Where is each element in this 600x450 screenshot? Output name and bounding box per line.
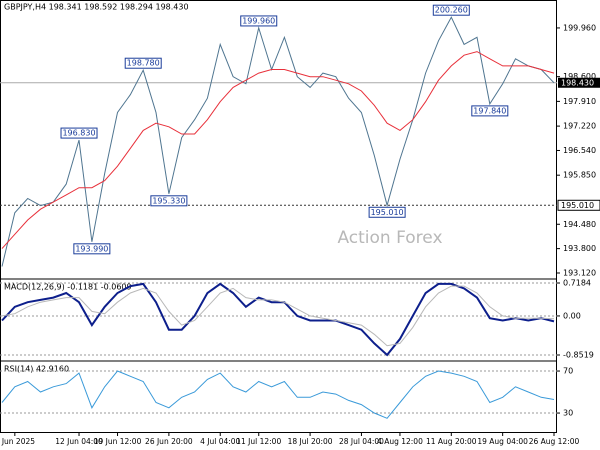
y-tick-label: 0.00 xyxy=(563,311,581,320)
x-tick-label: 19 Aug 04:00 xyxy=(477,437,528,446)
y-tick-label: 195.850 xyxy=(563,171,596,180)
price-label-box xyxy=(60,127,98,139)
y-tick-label: 197.220 xyxy=(563,122,596,131)
series-line xyxy=(1,282,555,357)
series-line xyxy=(1,285,555,347)
price-label-box xyxy=(73,243,111,255)
price-label: 195.010 xyxy=(371,208,404,217)
y-tick-label: 197.910 xyxy=(563,97,596,106)
level-label: 195.010 xyxy=(561,201,594,210)
x-tick-label: 4 Jul 04:00 xyxy=(200,437,240,446)
y-tick-label: 199.960 xyxy=(563,23,596,32)
y-tick-label: 196.540 xyxy=(563,146,596,155)
price-label-box xyxy=(124,57,162,69)
watermark: Action Forex xyxy=(337,228,442,248)
x-tick-label: 26 Jun 20:00 xyxy=(145,437,193,446)
x-tick-label: 19 Jun 12:00 xyxy=(94,437,142,446)
price-label-box xyxy=(368,206,406,218)
x-tick-label: 18 Jul 20:00 xyxy=(288,437,333,446)
y-tick-label: 193.120 xyxy=(563,268,596,277)
x-tick-label: 4 Aug 12:00 xyxy=(377,437,423,446)
series-line xyxy=(1,16,555,267)
price-label: 199.960 xyxy=(242,16,275,25)
price-label: 193.990 xyxy=(75,244,108,253)
y-tick-label: 0.7184 xyxy=(563,279,591,288)
y-tick-label: 198.600 xyxy=(563,72,596,81)
price-label-box xyxy=(471,105,509,117)
price-label: 195.330 xyxy=(152,196,185,205)
series-line xyxy=(1,51,555,249)
last-price-box xyxy=(558,77,600,88)
price-label: 198.780 xyxy=(127,59,160,68)
price-label: 200.260 xyxy=(435,6,468,15)
y-tick-label: 30 xyxy=(563,409,573,418)
x-tick-label: 12 Jun 04:00 xyxy=(55,437,103,446)
last-price-label: 198.430 xyxy=(561,78,594,87)
y-tick-label: 193.800 xyxy=(563,244,596,253)
price-label: 197.840 xyxy=(473,106,506,115)
x-tick-label: 11 Aug 20:00 xyxy=(426,437,477,446)
frame xyxy=(0,0,557,433)
panel-title: GBPJPY,H4 198.341 198.592 198.294 198.43… xyxy=(4,3,189,12)
x-tick-label: 28 Jul 04:00 xyxy=(339,437,384,446)
price-label-box xyxy=(432,4,470,16)
panel-title: RSI(14) 42.9160 xyxy=(4,365,69,374)
price-label-box xyxy=(240,15,278,27)
panel-title: MACD(12,26,9) -0.1181 -0.0609 xyxy=(4,283,132,292)
series-line xyxy=(1,370,555,419)
y-tick-label: 70 xyxy=(563,367,573,376)
y-tick-label: -0.8519 xyxy=(563,350,594,359)
y-tick-label: 194.480 xyxy=(563,220,596,229)
price-label-box xyxy=(150,195,188,207)
x-tick-label: 11 Jul 12:00 xyxy=(236,437,281,446)
level-label-box xyxy=(557,199,600,211)
x-tick-label: 4 Jun 2025 xyxy=(0,437,35,446)
x-tick-label: 26 Aug 12:00 xyxy=(529,437,580,446)
price-label: 196.830 xyxy=(62,129,95,138)
